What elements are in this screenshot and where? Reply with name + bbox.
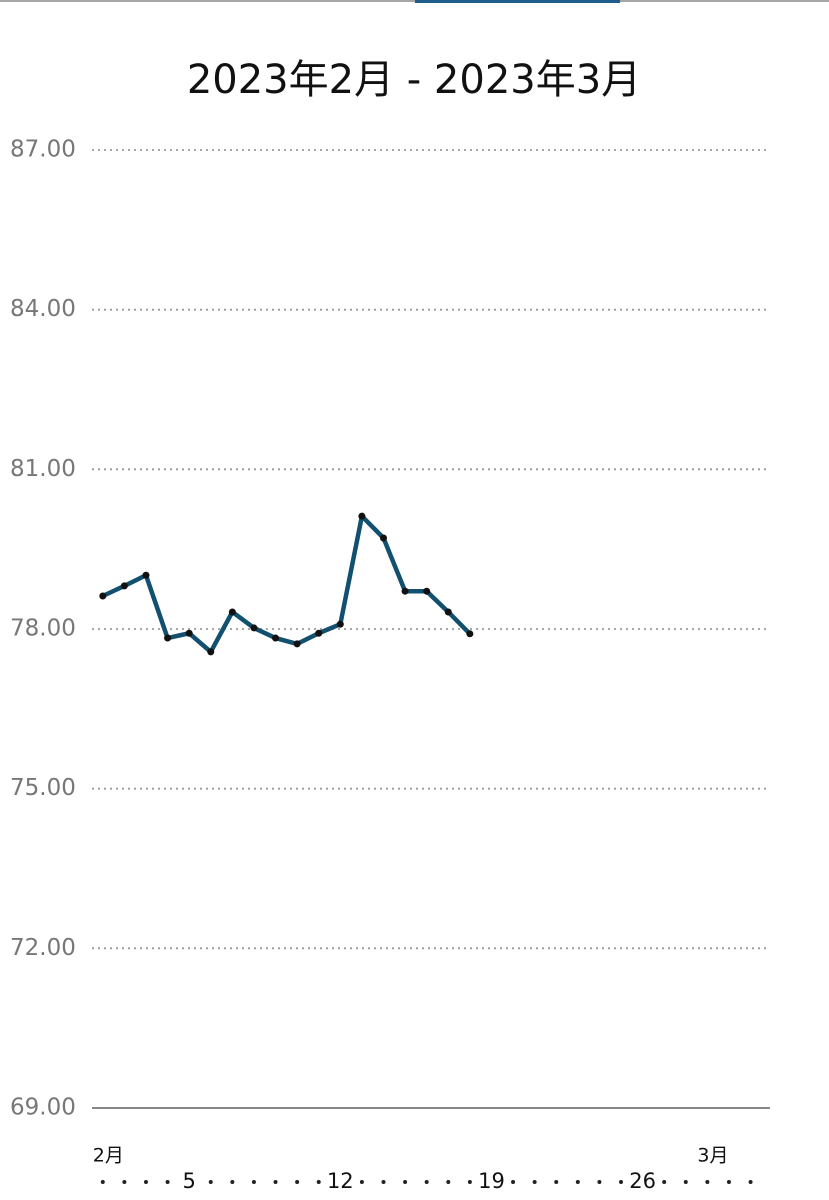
y-tick-label: 87.00: [10, 137, 76, 163]
data-line: [101, 513, 472, 655]
month-label: 3月: [697, 1145, 728, 1167]
day-dot: [273, 1180, 278, 1184]
data-point: [315, 629, 323, 637]
data-point: [142, 571, 150, 579]
data-point: [293, 640, 301, 648]
data-point: [185, 629, 193, 637]
day-dot: [683, 1180, 688, 1184]
day-dot: [748, 1180, 753, 1184]
day-dot: [554, 1180, 559, 1184]
day-dot: [230, 1180, 235, 1184]
data-point: [120, 582, 128, 590]
x-tick-label: 19: [478, 1169, 505, 1193]
chart-title: 2023年2月 - 2023年3月: [187, 57, 641, 103]
data-point: [379, 534, 387, 542]
y-tick-label: 75.00: [10, 775, 76, 801]
data-point: [272, 634, 280, 642]
day-dot: [251, 1180, 256, 1184]
y-tick-label: 72.00: [10, 935, 76, 961]
day-dot: [381, 1180, 386, 1184]
data-point: [466, 630, 474, 638]
day-dot: [403, 1180, 408, 1184]
data-point: [423, 587, 431, 595]
day-dot: [446, 1180, 451, 1184]
active-tab-indicator: [415, 0, 620, 3]
data-point: [358, 512, 366, 520]
day-dot: [316, 1180, 321, 1184]
data-point: [250, 624, 258, 632]
day-dot: [208, 1180, 213, 1184]
day-dot: [467, 1180, 472, 1184]
data-point: [207, 648, 215, 656]
day-dot: [122, 1180, 127, 1184]
day-dot: [165, 1180, 170, 1184]
data-point: [228, 608, 236, 616]
y-tick-label: 78.00: [10, 616, 76, 642]
month-label: 2月: [93, 1145, 124, 1167]
day-dot: [424, 1180, 429, 1184]
day-dot: [575, 1180, 580, 1184]
data-point: [99, 592, 107, 600]
y-tick-label: 69.00: [10, 1095, 76, 1121]
day-dot: [359, 1180, 364, 1184]
x-tick-label: 12: [327, 1169, 354, 1193]
data-point: [401, 587, 409, 595]
day-dot: [143, 1180, 148, 1184]
day-dot: [662, 1180, 667, 1184]
x-tick-label: 26: [629, 1169, 656, 1193]
day-dot: [726, 1180, 731, 1184]
data-point: [336, 620, 344, 628]
y-tick-label: 81.00: [10, 456, 76, 482]
data-point: [444, 608, 452, 616]
day-dot: [511, 1180, 516, 1184]
day-dot: [100, 1180, 105, 1184]
y-tick-label: 84.00: [10, 296, 76, 322]
day-dot: [705, 1180, 710, 1184]
data-point: [164, 634, 172, 642]
day-dot: [597, 1180, 602, 1184]
x-tick-label: 5: [182, 1169, 195, 1193]
day-dot: [532, 1180, 537, 1184]
day-dot: [295, 1180, 300, 1184]
day-dot: [619, 1180, 624, 1184]
